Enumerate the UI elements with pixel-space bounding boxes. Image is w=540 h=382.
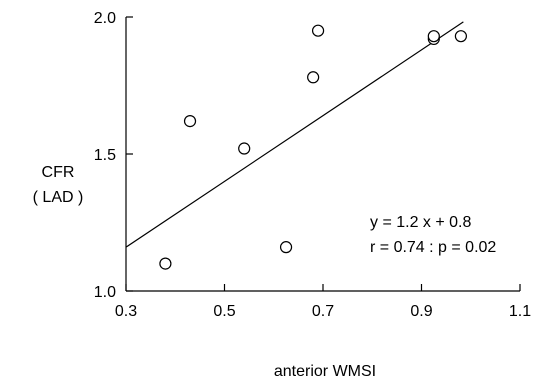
x-tick-label: 0.5 (213, 303, 235, 320)
correlation-stats: r = 0.74 : p = 0.02 (370, 239, 496, 256)
data-points (159, 24, 467, 270)
data-point (183, 115, 197, 128)
x-tick-label: 0.3 (115, 303, 137, 320)
x-tick-label: 1.1 (509, 303, 531, 320)
x-tick-label: 0.9 (410, 303, 432, 320)
y-tick-label: 1.5 (94, 147, 116, 164)
y-tick-label: 1.0 (94, 284, 116, 301)
y-axis-title-line1: CFR (42, 164, 75, 181)
regression-line (125, 21, 464, 248)
data-point (307, 71, 320, 84)
y-ticks: 1.0 1.5 2.0 (94, 10, 133, 301)
data-point (454, 30, 467, 43)
x-tick-label: 0.7 (312, 303, 334, 320)
data-point (238, 142, 251, 155)
regression-equation: y = 1.2 x + 0.8 (370, 214, 472, 231)
y-axis-title-line2: ( LAD ) (33, 189, 84, 206)
y-tick-label: 2.0 (94, 10, 116, 27)
data-point (159, 257, 172, 270)
data-point (427, 30, 440, 43)
x-ticks: 0.3 0.5 0.7 0.9 1.1 (115, 284, 531, 320)
data-point (311, 24, 325, 37)
data-point (279, 241, 293, 254)
x-axis-title: anterior WMSI (274, 363, 376, 380)
regression-line-group (125, 21, 464, 248)
